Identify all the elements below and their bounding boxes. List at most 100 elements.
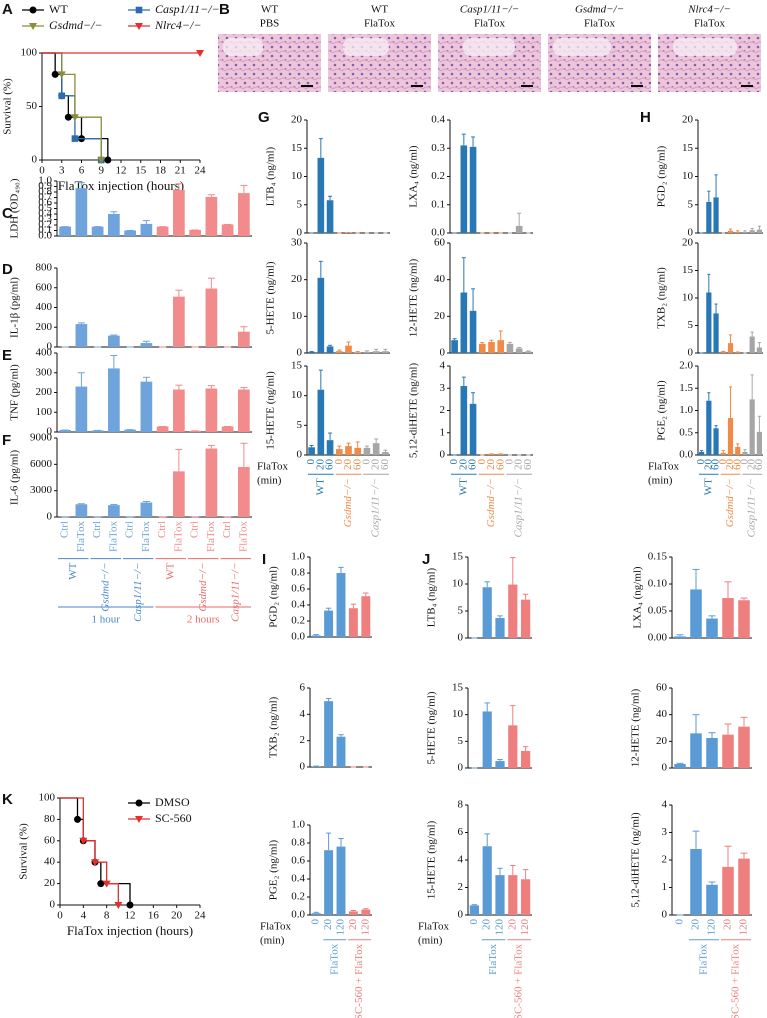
- y-tick-label: 400: [36, 347, 53, 359]
- x-axis-label: FlaTox: [260, 921, 292, 933]
- bar: [140, 343, 153, 347]
- y-tick-label: 0.4: [291, 873, 305, 885]
- y-axis-label: IL-1β (pg/ml): [9, 277, 21, 338]
- x-tick-label: 60: [379, 459, 391, 471]
- bar: [336, 736, 346, 767]
- marker: [70, 114, 79, 122]
- bar: [205, 448, 218, 517]
- survival-line: [60, 797, 119, 905]
- group-label: Casp1/11−/−: [513, 478, 525, 537]
- y-tick-label: 20: [656, 735, 668, 747]
- y-tick-label: 4: [300, 708, 306, 720]
- x-tick-label: 0: [360, 459, 372, 465]
- y-tick-label: 1.0: [38, 175, 52, 187]
- y-tick-label: 50: [26, 100, 38, 112]
- legend-label: Casp1/11−/−: [155, 2, 220, 16]
- bar: [727, 230, 734, 233]
- x-tick-label: 20: [481, 919, 493, 931]
- image-caption: WT: [261, 4, 278, 16]
- y-tick-label: 2: [662, 854, 668, 866]
- panel-label: K: [2, 791, 13, 808]
- x-axis-label: (min): [648, 475, 673, 487]
- legend-label: SC-560: [155, 811, 192, 825]
- bar: [326, 200, 334, 233]
- image-lumen: [553, 38, 611, 56]
- y-tick-label: 0: [50, 899, 56, 911]
- bar: [335, 351, 343, 353]
- y-tick-label: 0.9: [38, 180, 52, 192]
- x-axis-label: FlaTox injection (hours): [58, 178, 184, 193]
- x-tick-label: 0: [448, 459, 460, 465]
- y-tick-label: 0: [297, 347, 303, 359]
- x-tick-label: 20: [347, 919, 359, 931]
- y-tick-label: 10: [291, 170, 303, 182]
- y-axis-label: 15-HETE (ng/ml): [426, 820, 438, 899]
- y-tick-label: 0.0: [291, 631, 305, 643]
- marker: [57, 71, 66, 79]
- bar: [124, 230, 136, 236]
- x-tick-label: 4: [81, 910, 87, 922]
- bar: [713, 197, 719, 233]
- y-tick-label: 30: [291, 237, 303, 249]
- bar: [482, 846, 492, 915]
- bar: [335, 449, 343, 455]
- y-tick-label: 2: [440, 404, 446, 416]
- x-tick-label: 12: [116, 165, 127, 177]
- legend-marker: [29, 23, 37, 30]
- y-axis-label: Survival (%): [2, 78, 14, 135]
- y-axis-label: 5,12-diHETE (ng/ml): [408, 363, 420, 459]
- bar: [345, 446, 352, 455]
- y-axis-label: 5,12-diHETE (ng/ml): [630, 812, 642, 908]
- x-tick-label: FlaTox: [172, 521, 184, 553]
- bar: [495, 875, 505, 915]
- bar: [713, 428, 719, 455]
- y-tick-label: 2.0: [679, 360, 693, 372]
- y-tick-label: 1: [440, 426, 446, 438]
- panel-label: B: [219, 1, 230, 18]
- y-tick-label: 15: [291, 360, 303, 372]
- y-tick-label: 0.8: [291, 837, 305, 849]
- group-label: WT: [702, 478, 714, 495]
- bar: [75, 188, 88, 236]
- bar: [324, 850, 334, 915]
- marker: [104, 156, 112, 164]
- y-axis-label: LXA₄ (ng/ml): [632, 566, 644, 629]
- bar: [59, 226, 71, 236]
- y-tick-label: 5: [458, 605, 464, 617]
- y-tick-label: 800: [36, 262, 53, 274]
- x-tick-label: 20: [342, 459, 354, 471]
- y-tick-label: 10: [682, 170, 694, 182]
- image-caption: Gsdmd−/−: [575, 4, 624, 16]
- y-tick-label: 8: [458, 799, 464, 811]
- x-axis-label: (min): [257, 475, 282, 487]
- y-tick-label: 4: [440, 360, 446, 372]
- y-tick-label: 0.6: [291, 855, 305, 867]
- x-tick-label: 60: [494, 459, 506, 471]
- y-tick-label: 0: [458, 762, 464, 774]
- bar: [460, 386, 468, 455]
- x-tick-label: 20: [457, 459, 469, 471]
- image-lumen: [343, 38, 389, 56]
- y-tick-label: 5: [458, 735, 464, 747]
- y-tick-label: 20: [682, 237, 694, 249]
- y-tick-label: 1.0: [291, 551, 305, 563]
- bar: [361, 909, 371, 915]
- bar: [706, 292, 712, 353]
- bar: [690, 589, 702, 638]
- y-tick-label: 0.3: [38, 213, 52, 225]
- bar: [469, 403, 477, 455]
- bar: [727, 343, 734, 353]
- group-label: Casp1/11−/−: [229, 563, 241, 622]
- x-tick-label: 0: [695, 459, 707, 465]
- bar: [345, 345, 352, 353]
- x-tick-label: 60: [351, 459, 363, 471]
- y-tick-label: 15: [682, 264, 694, 276]
- y-tick-label: 0: [688, 227, 694, 239]
- legend-marker: [29, 6, 37, 14]
- y-axis-label: PGE₂ (ng/ml): [268, 839, 280, 900]
- bar: [238, 389, 250, 432]
- group-label: WT: [457, 478, 469, 495]
- legend-label: DMSO: [155, 795, 190, 809]
- y-tick-label: 2: [300, 734, 306, 746]
- bar: [722, 598, 734, 638]
